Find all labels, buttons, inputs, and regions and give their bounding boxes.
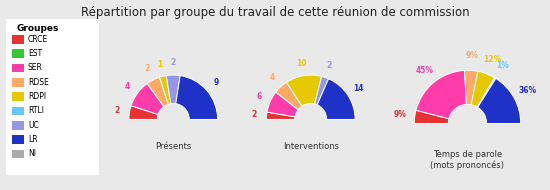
Text: 9%: 9%	[393, 110, 406, 120]
Text: UC: UC	[28, 121, 38, 130]
Text: Présents: Présents	[155, 142, 191, 151]
Wedge shape	[276, 82, 302, 110]
Wedge shape	[414, 110, 449, 124]
Text: Temps de parole
(mots prononcés): Temps de parole (mots prononcés)	[431, 150, 504, 170]
Wedge shape	[315, 76, 328, 105]
Text: 10: 10	[296, 59, 307, 68]
Wedge shape	[317, 79, 355, 120]
Text: NI: NI	[28, 149, 36, 158]
Bar	[12, 78, 24, 87]
FancyBboxPatch shape	[2, 13, 103, 181]
Text: 2: 2	[251, 110, 257, 119]
Text: 45%: 45%	[415, 66, 433, 75]
Text: LR: LR	[28, 135, 37, 144]
Bar	[12, 150, 24, 158]
Text: 4: 4	[270, 73, 275, 82]
Text: EST: EST	[28, 49, 42, 58]
Wedge shape	[176, 76, 218, 120]
Text: RDSE: RDSE	[28, 78, 49, 87]
Text: 9: 9	[214, 78, 219, 87]
Text: 1%: 1%	[497, 61, 509, 70]
Bar	[12, 121, 24, 130]
Text: 9%: 9%	[466, 51, 478, 60]
Bar	[12, 107, 24, 115]
Text: 2: 2	[114, 106, 120, 115]
Wedge shape	[416, 70, 466, 119]
Text: SER: SER	[28, 63, 43, 72]
Bar	[12, 135, 24, 144]
Text: 12%: 12%	[483, 55, 501, 64]
Text: 2: 2	[145, 64, 150, 73]
Text: 2: 2	[170, 58, 176, 67]
Wedge shape	[166, 75, 180, 104]
Bar	[12, 35, 24, 44]
Text: Groupes: Groupes	[16, 24, 59, 33]
Text: 4: 4	[125, 82, 130, 91]
Bar	[12, 49, 24, 58]
Wedge shape	[131, 84, 164, 115]
Text: 14: 14	[353, 84, 364, 93]
Wedge shape	[267, 92, 298, 117]
Bar	[12, 92, 24, 101]
Wedge shape	[471, 71, 494, 107]
Wedge shape	[160, 76, 170, 104]
Wedge shape	[287, 75, 322, 106]
Wedge shape	[465, 70, 478, 105]
Text: 1: 1	[157, 60, 163, 69]
Wedge shape	[477, 78, 496, 107]
Bar	[12, 64, 24, 72]
Wedge shape	[266, 112, 295, 120]
Text: RTLI: RTLI	[28, 106, 44, 115]
Text: Répartition par groupe du travail de cette réunion de commission: Répartition par groupe du travail de cet…	[81, 6, 469, 19]
Text: 2: 2	[327, 61, 332, 70]
Text: Interventions: Interventions	[283, 142, 339, 151]
Wedge shape	[147, 77, 168, 107]
Text: 6: 6	[256, 92, 261, 101]
Wedge shape	[478, 78, 521, 124]
Text: 36%: 36%	[518, 86, 536, 95]
Wedge shape	[129, 106, 158, 120]
Text: CRCE: CRCE	[28, 35, 48, 44]
Text: RDPI: RDPI	[28, 92, 46, 101]
